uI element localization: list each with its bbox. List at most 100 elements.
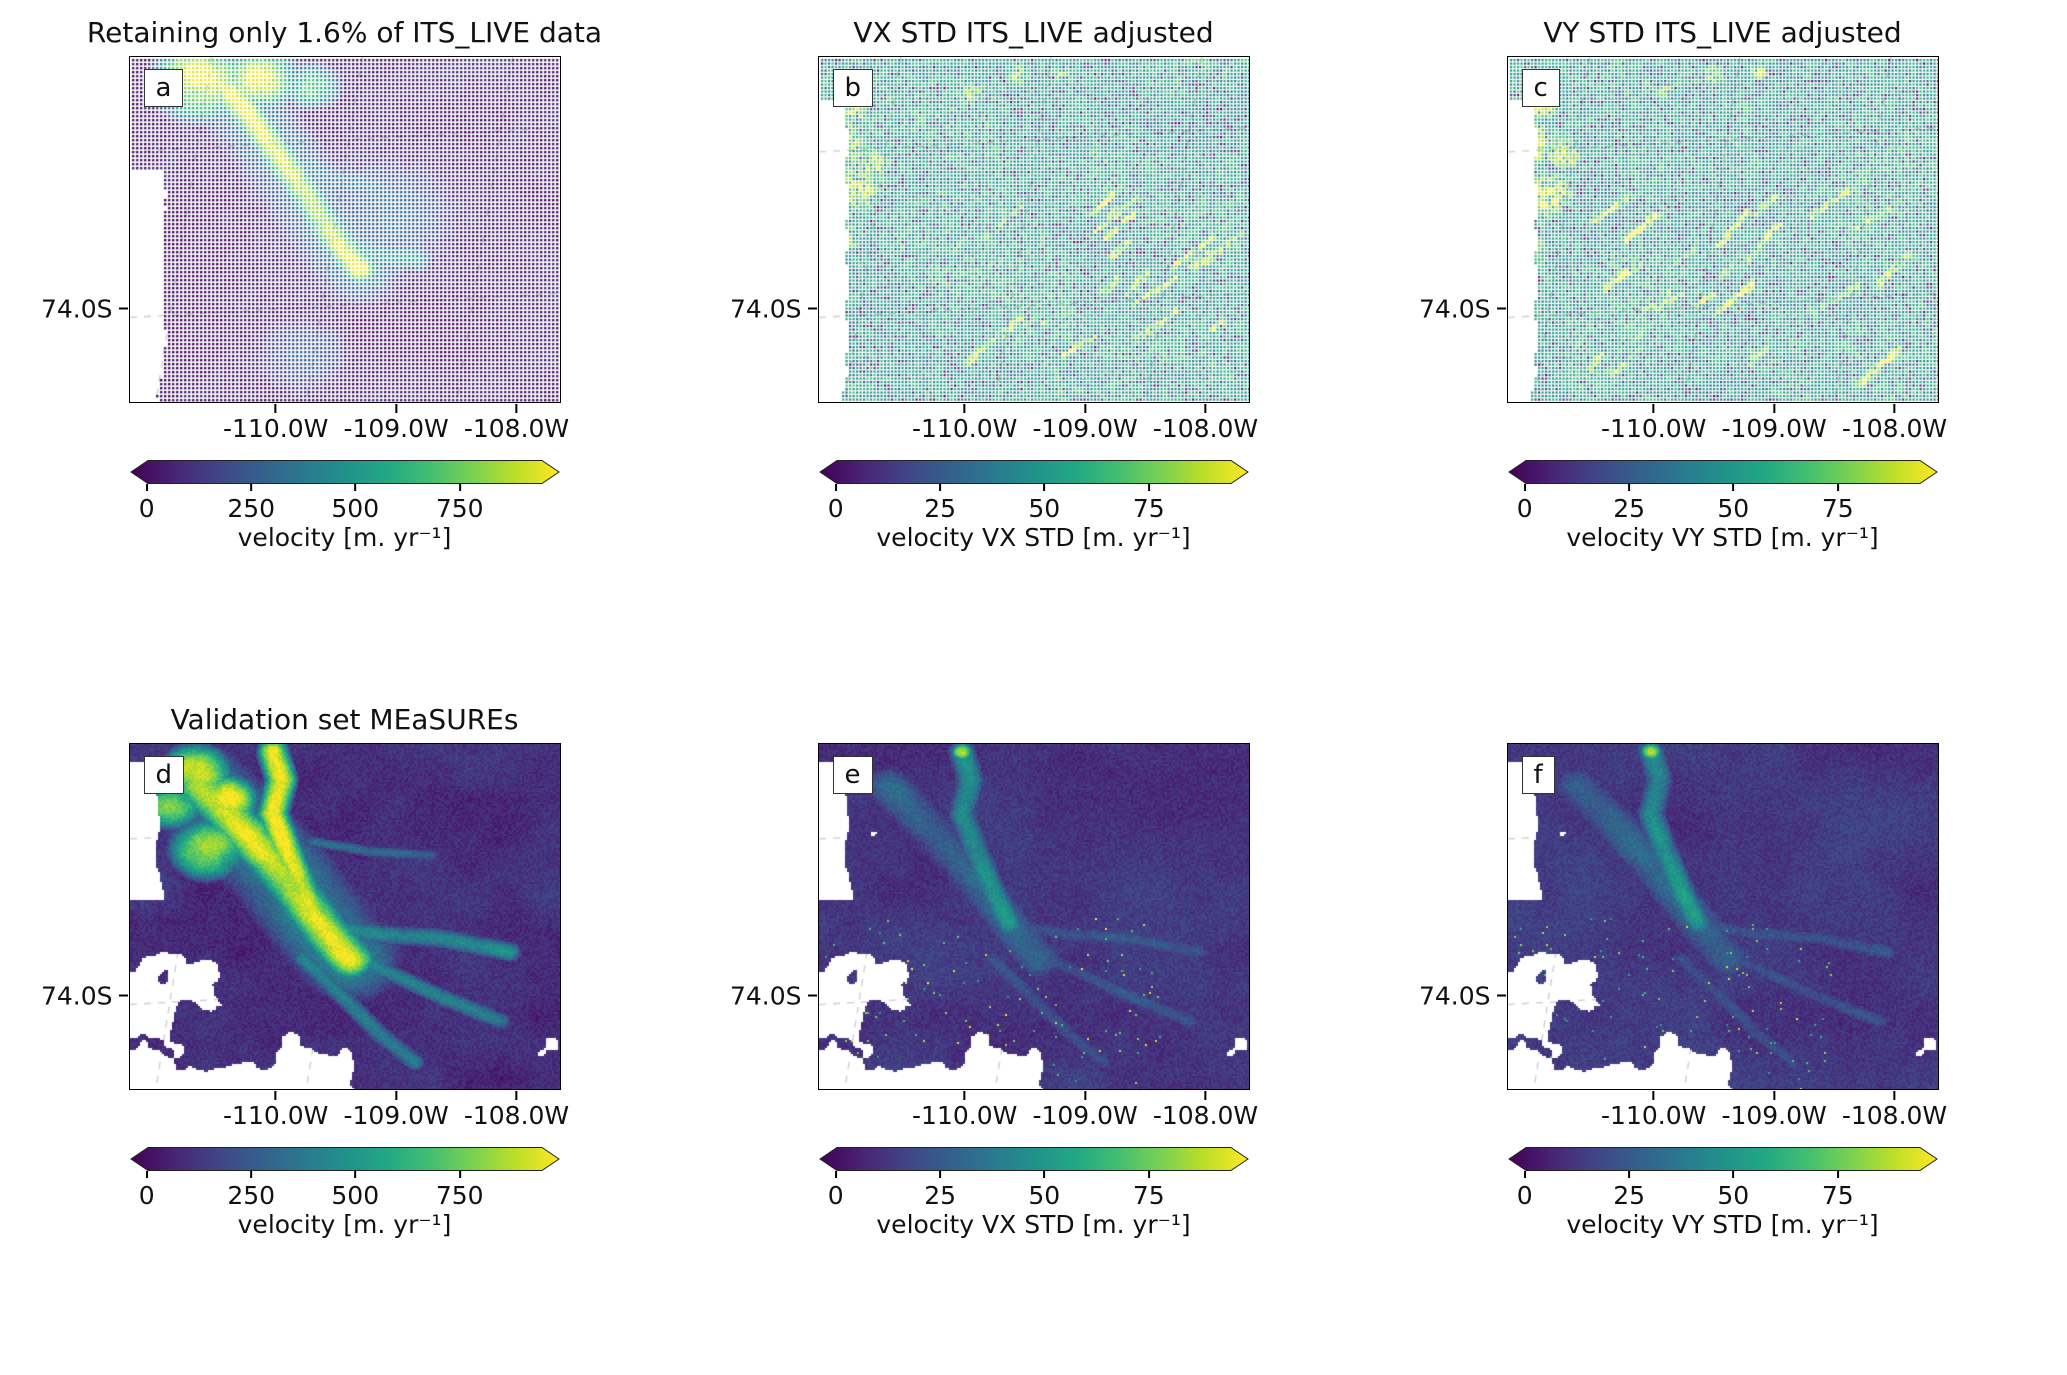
y-tick-label: 74.0S: [1418, 981, 1491, 1011]
colorbar-a: [129, 459, 560, 485]
panel-d: Validation set MEaSUREs d 74.0S -110.0W …: [0, 687, 689, 1375]
panel-title-c: VY STD ITS_LIVE adjusted: [1543, 16, 1902, 49]
colorbar-label-a: velocity [m. yr⁻¹]: [237, 523, 452, 552]
colorbar-tick: 50: [1717, 1181, 1750, 1210]
colorbar-tick: 25: [1613, 494, 1646, 523]
x-tick-mark: [395, 404, 398, 413]
x-tick-label: -109.0W: [343, 414, 449, 443]
x-tick-label: -108.0W: [463, 1101, 570, 1130]
y-tick-mark: [1496, 307, 1506, 310]
x-tick-mark: [274, 1091, 277, 1100]
map-b: b 74.0S -110.0W -109.0W -108.0W: [730, 56, 1258, 443]
panel-e: e 74.0S -110.0W -109.0W -108.0W 0 25 50 …: [689, 687, 1378, 1375]
y-tick-c: 74.0S: [1419, 294, 1506, 323]
y-tick-label: 74.0S: [1418, 294, 1491, 324]
x-tick-label: -109.0W: [1032, 1101, 1138, 1130]
colorbar-tick: 50: [1028, 494, 1061, 523]
y-tick-f: 74.0S: [1419, 981, 1506, 1010]
x-tick-label: -110.0W: [1601, 1101, 1707, 1130]
x-tick-c-2: -108.0W: [1842, 404, 1947, 443]
panel-b: VX STD ITS_LIVE adjusted b 74.0S -110.0W…: [689, 0, 1378, 687]
x-tick-e-2: -108.0W: [1153, 1091, 1258, 1130]
colorbar-label-b: velocity VX STD [m. yr⁻¹]: [876, 523, 1191, 552]
colorbar-tick: 75: [1821, 1181, 1854, 1210]
colorbar-tick: 75: [1821, 494, 1854, 523]
colorbar-tick: 250: [227, 1181, 276, 1210]
colorbar-tick: 500: [331, 494, 380, 523]
map-c: c 74.0S -110.0W -109.0W -108.0W: [1419, 56, 1947, 443]
x-tick-b-1: -109.0W: [1032, 404, 1138, 443]
y-tick-label: 74.0S: [40, 294, 113, 324]
colorbar-block-e: 0 25 50 75 velocity VX STD [m. yr⁻¹]: [818, 1146, 1249, 1239]
x-tick-label: -110.0W: [912, 1101, 1018, 1130]
colorbar-ticks-d: 0 250 500 750: [130, 1172, 560, 1210]
y-tick-e: 74.0S: [730, 981, 817, 1010]
y-tick-mark: [807, 994, 817, 997]
x-tick-mark: [1652, 404, 1655, 413]
x-tick-label: -110.0W: [223, 414, 329, 443]
panel-f: f 74.0S -110.0W -109.0W -108.0W 0 25 50 …: [1378, 687, 2067, 1375]
panel-a: Retaining only 1.6% of ITS_LIVE data a 7…: [0, 0, 689, 687]
x-tick-e-0: -110.0W: [912, 1091, 1017, 1130]
map-f: f 74.0S -110.0W -109.0W -108.0W: [1419, 743, 1947, 1130]
y-tick-b: 74.0S: [730, 294, 817, 323]
colorbar-b: [818, 459, 1249, 485]
x-tick-mark: [963, 404, 966, 413]
colorbar-label-d: velocity [m. yr⁻¹]: [237, 1210, 452, 1239]
x-tick-label: -109.0W: [1032, 414, 1138, 443]
colorbar-block-d: 0 250 500 750 velocity [m. yr⁻¹]: [129, 1146, 560, 1239]
panel-c: VY STD ITS_LIVE adjusted c 74.0S -110.0W…: [1378, 0, 2067, 687]
colorbar-block-a: 0 250 500 750 velocity [m. yr⁻¹]: [129, 459, 560, 552]
x-tick-mark: [274, 404, 277, 413]
x-tick-label: -108.0W: [1152, 1101, 1259, 1130]
panel-letter-b: b: [832, 69, 874, 107]
x-tick-label: -109.0W: [343, 1101, 449, 1130]
colorbar-ticks-b: 0 25 50 75: [819, 485, 1249, 523]
colorbar-ticks-c: 0 25 50 75: [1508, 485, 1938, 523]
map-e: e 74.0S -110.0W -109.0W -108.0W: [730, 743, 1258, 1130]
x-tick-label: -108.0W: [463, 414, 570, 443]
map-canvas-f: [1507, 744, 1938, 1089]
y-tick-mark: [118, 307, 128, 310]
x-tick-d-0: -110.0W: [223, 1091, 328, 1130]
x-tick-mark: [1893, 404, 1896, 413]
map-a: a 74.0S -110.0W -109.0W -108.0W: [41, 56, 569, 443]
x-tick-label: -108.0W: [1841, 1101, 1948, 1130]
colorbar-tick: 0: [1516, 494, 1533, 523]
x-tick-mark: [1893, 1091, 1896, 1100]
map-canvas-c: [1507, 57, 1938, 402]
y-tick-label: 74.0S: [729, 981, 802, 1011]
colorbar-tick: 50: [1028, 1181, 1061, 1210]
colorbar-d: [129, 1146, 560, 1172]
panel-letter-d: d: [143, 756, 185, 794]
x-tick-mark: [963, 1091, 966, 1100]
colorbar-block-b: 0 25 50 75 velocity VX STD [m. yr⁻¹]: [818, 459, 1249, 552]
x-tick-label: -108.0W: [1152, 414, 1259, 443]
panel-letter-a: a: [143, 69, 184, 107]
x-tick-b-2: -108.0W: [1153, 404, 1258, 443]
x-tick-label: -110.0W: [1601, 414, 1707, 443]
colorbar-tick: 250: [227, 494, 276, 523]
colorbar-tick: 50: [1717, 494, 1750, 523]
map-canvas-b: [818, 57, 1249, 402]
panel-title-b: VX STD ITS_LIVE adjusted: [853, 16, 1214, 49]
x-tick-a-2: -108.0W: [464, 404, 569, 443]
colorbar-label-e: velocity VX STD [m. yr⁻¹]: [876, 1210, 1191, 1239]
colorbar-ticks-f: 0 25 50 75: [1508, 1172, 1938, 1210]
x-tick-label: -109.0W: [1721, 414, 1827, 443]
colorbar-tick: 750: [435, 1181, 484, 1210]
y-tick-mark: [807, 307, 817, 310]
x-tick-c-1: -109.0W: [1721, 404, 1827, 443]
colorbar-tick: 0: [138, 494, 155, 523]
panel-letter-c: c: [1521, 69, 1560, 107]
x-tick-mark: [1204, 1091, 1207, 1100]
map-canvas-e: [818, 744, 1249, 1089]
panel-letter-f: f: [1521, 756, 1555, 794]
x-tick-mark: [1773, 404, 1776, 413]
colorbar-tick: 75: [1132, 494, 1165, 523]
x-tick-label: -108.0W: [1841, 414, 1948, 443]
colorbar-tick: 500: [331, 1181, 380, 1210]
colorbar-tick: 25: [924, 494, 957, 523]
y-tick-a: 74.0S: [41, 294, 128, 323]
